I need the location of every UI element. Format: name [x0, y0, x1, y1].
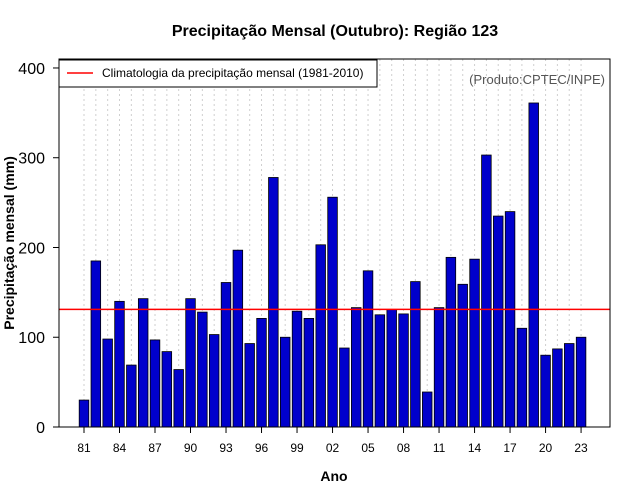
bar-14	[469, 258, 480, 428]
bar-20	[540, 354, 551, 428]
bar-10	[422, 391, 433, 428]
x-tick-label-14: 14	[468, 441, 482, 455]
bar-12	[445, 256, 457, 428]
legend-box	[58, 59, 378, 88]
bar-87	[149, 339, 161, 428]
bar-97	[268, 177, 279, 428]
bar-22	[564, 343, 575, 428]
bar-99	[291, 310, 303, 428]
bar-05	[362, 270, 374, 428]
bar-15	[481, 154, 492, 428]
bar-93	[220, 282, 232, 428]
bar-01	[315, 244, 326, 428]
y-tick-label-100: 100	[18, 330, 45, 347]
bar-92	[208, 334, 220, 428]
x-tick-label-08: 08	[397, 441, 411, 455]
bar-13	[457, 283, 468, 428]
x-tick-label-02: 02	[326, 441, 340, 455]
bar-16	[493, 215, 504, 428]
x-tick-label-11: 11	[433, 441, 446, 455]
y-tick-label-400: 400	[18, 61, 45, 78]
x-tick-label-81: 81	[77, 441, 91, 455]
product-credit: (Produto:CPTEC/INPE)	[469, 72, 605, 87]
bar-18	[516, 327, 528, 428]
bar-84	[114, 300, 125, 428]
plot-frame	[58, 58, 611, 428]
y-axis: 0 100 200 300 400	[18, 61, 59, 437]
y-axis-title: Precipitação mensal (mm)	[1, 156, 17, 330]
y-tick-label-200: 200	[18, 240, 45, 257]
bar-00	[303, 317, 315, 428]
bar-03	[339, 347, 350, 428]
x-tick-label-90: 90	[184, 441, 198, 455]
bar-86	[137, 298, 149, 428]
bar-19	[528, 102, 539, 428]
bar-17	[504, 211, 516, 428]
bar-98	[279, 336, 291, 428]
bar-02	[327, 196, 338, 428]
chart-title: Precipitação Mensal (Outubro): Região 12…	[172, 23, 498, 40]
x-axis: 81 84 87 90 93 96 99 02 05 08 11 14 17 20 23	[77, 427, 588, 455]
legend: Climatologia da precipitação mensal (198…	[58, 59, 378, 88]
y-tick-label-0: 0	[36, 420, 45, 437]
x-tick-label-23: 23	[574, 441, 588, 455]
bar-21	[552, 348, 563, 428]
bar-91	[197, 311, 208, 428]
bars-layer	[78, 102, 587, 428]
x-tick-label-17: 17	[503, 441, 517, 455]
bar-85	[126, 364, 137, 428]
bar-95	[244, 343, 255, 428]
x-axis-title: Ano	[320, 468, 347, 484]
x-tick-label-05: 05	[361, 441, 375, 455]
x-tick-label-84: 84	[113, 441, 127, 455]
x-tick-label-20: 20	[539, 441, 553, 455]
bar-82	[90, 260, 102, 428]
bar-08	[398, 313, 409, 428]
legend-label: Climatologia da precipitação mensal (198…	[102, 66, 363, 80]
bar-11	[433, 307, 445, 428]
bar-06	[374, 314, 386, 428]
x-tick-label-87: 87	[148, 441, 162, 455]
bar-81	[78, 399, 90, 428]
bar-04	[351, 307, 362, 428]
bar-23	[575, 336, 587, 428]
bar-09	[410, 281, 421, 428]
x-tick-label-96: 96	[255, 441, 269, 455]
y-tick-label-300: 300	[18, 151, 45, 168]
bar-83	[102, 338, 113, 428]
x-tick-label-99: 99	[290, 441, 304, 455]
bar-88	[161, 351, 173, 428]
bar-96	[256, 317, 267, 428]
bar-89	[173, 369, 184, 428]
bar-90	[185, 298, 196, 428]
x-tick-label-93: 93	[219, 441, 233, 455]
bar-94	[232, 249, 244, 428]
bar-07	[386, 309, 397, 428]
